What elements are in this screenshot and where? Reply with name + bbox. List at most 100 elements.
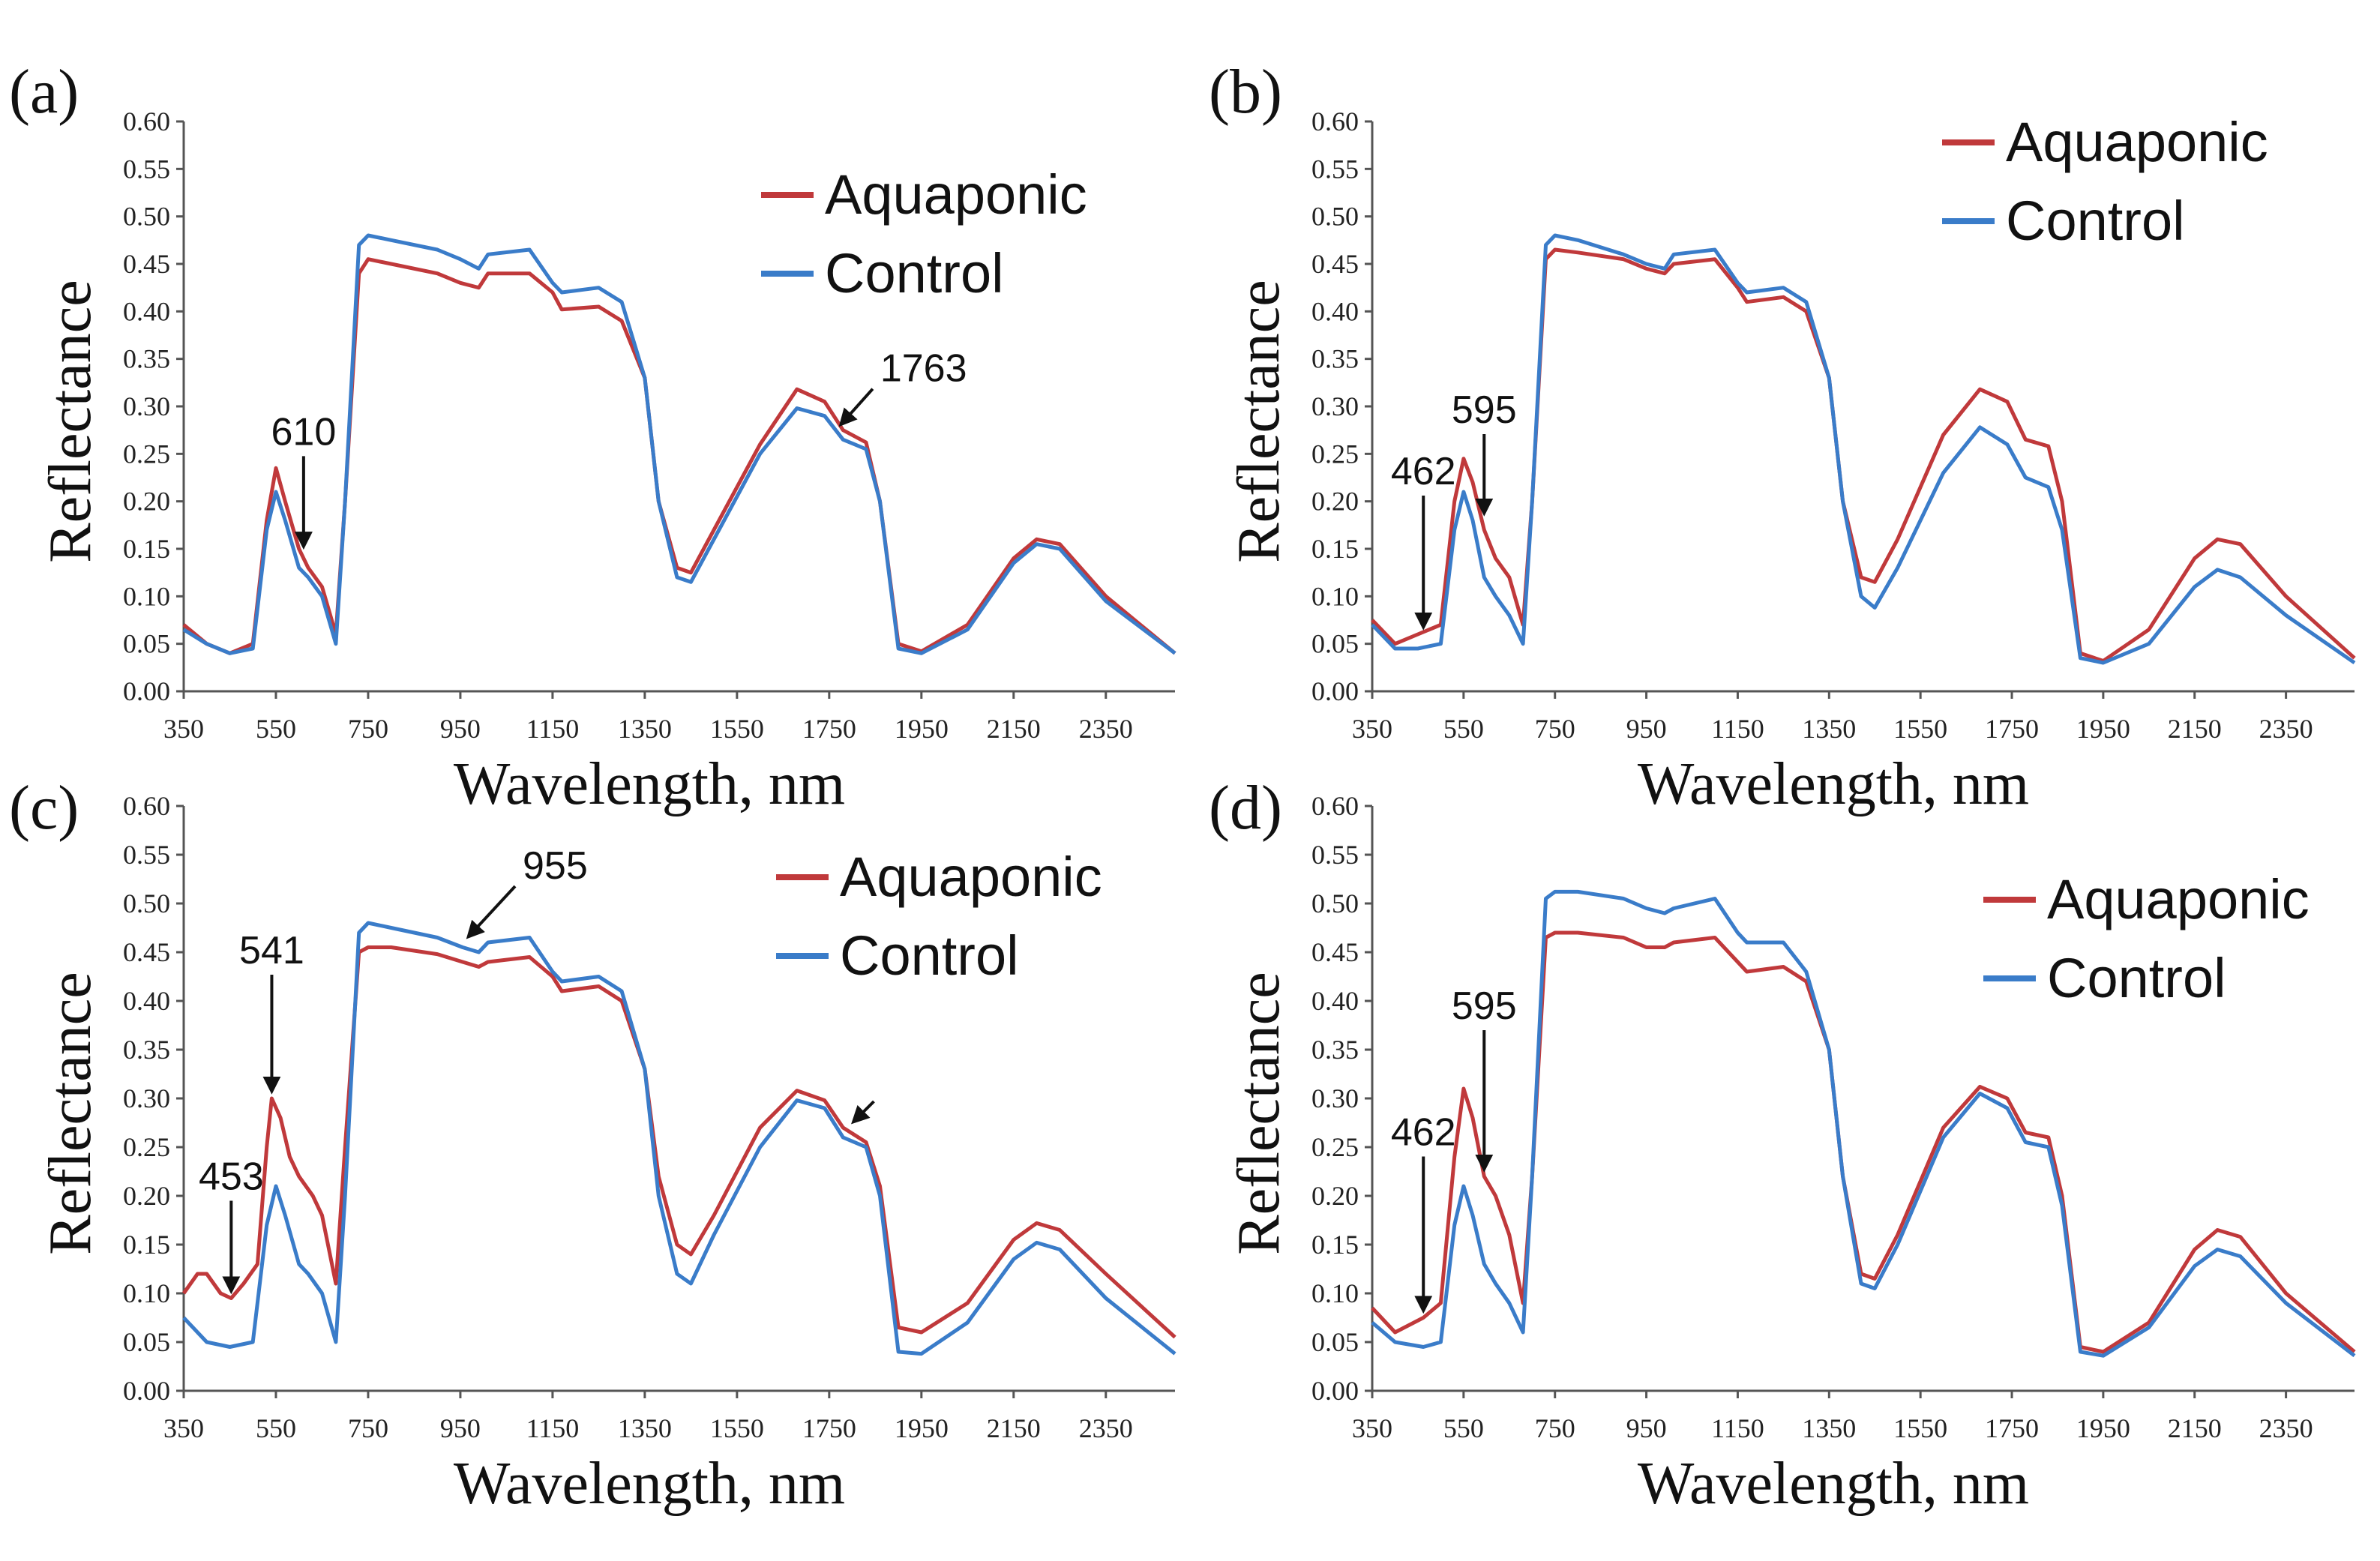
y-tick-label: 0.50 xyxy=(1311,202,1359,232)
annotation-arrow xyxy=(466,885,517,939)
y-tick-label: 0.60 xyxy=(123,106,170,136)
annotation-label: 462 xyxy=(1391,450,1456,493)
x-tick-label: 950 xyxy=(440,1413,481,1443)
chart-panel: (b) 0.00 0.05 0.10 0.15 0.20 0.25 0.30 0.35 0.40 0… xyxy=(1209,57,2356,817)
x-tick-label: 750 xyxy=(348,1413,388,1443)
legend-label: Aquaponic xyxy=(840,846,1102,908)
annotation-label: 541 xyxy=(239,929,304,972)
annotation-arrow xyxy=(851,1100,875,1125)
y-tick-label: 0.35 xyxy=(123,344,170,374)
y-tick-label: 0.20 xyxy=(1311,487,1359,517)
panel-label: (d) xyxy=(1209,773,1282,843)
y-axis-title: Reflectance xyxy=(1226,280,1292,563)
y-tick-label: 0.05 xyxy=(1311,1327,1359,1357)
annotation-label: 610 xyxy=(271,410,336,454)
series-line-control xyxy=(182,921,1177,1356)
y-tick-label: 0.50 xyxy=(123,888,170,918)
x-tick-label: 1150 xyxy=(526,1413,580,1443)
y-tick-label: 0.05 xyxy=(1311,629,1359,659)
series-line-control xyxy=(182,233,1177,655)
chart-panel: (a) 0.00 0.05 0.10 0.15 0.20 0.25 0.30 0.35 0.40 0… xyxy=(9,57,1177,817)
y-tick-label: 0.15 xyxy=(1311,1230,1359,1260)
x-tick-label: 550 xyxy=(256,1413,296,1443)
x-tick-label: 1350 xyxy=(1802,714,1856,744)
annotation-label: 595 xyxy=(1452,984,1517,1028)
y-tick-label: 0.55 xyxy=(123,840,170,870)
x-tick-label: 1350 xyxy=(618,714,672,744)
y-tick-label: 0.15 xyxy=(1311,534,1359,564)
y-tick-label: 0.35 xyxy=(1311,1035,1359,1065)
y-tick-label: 0.05 xyxy=(123,1327,170,1357)
y-tick-label: 0.25 xyxy=(1311,439,1359,469)
legend-label: Aquaponic xyxy=(2006,111,2268,173)
y-tick-label: 0.00 xyxy=(123,676,170,706)
annotation-label: 595 xyxy=(1452,388,1517,432)
x-tick-label: 2150 xyxy=(987,714,1041,744)
x-tick-label: 2150 xyxy=(2168,714,2222,744)
annotation-label: 1763 xyxy=(880,347,967,391)
x-tick-label: 1950 xyxy=(2076,1413,2130,1443)
x-tick-label: 2350 xyxy=(1079,714,1133,744)
x-tick-label: 950 xyxy=(440,714,481,744)
panel-label: (a) xyxy=(9,57,79,127)
x-tick-label: 2150 xyxy=(987,1413,1041,1443)
y-tick-label: 0.05 xyxy=(123,629,170,659)
y-tick-label: 0.25 xyxy=(123,1132,170,1162)
y-tick-label: 0.00 xyxy=(1311,1376,1359,1406)
y-tick-label: 0.40 xyxy=(123,296,170,326)
x-tick-label: 1950 xyxy=(895,714,949,744)
y-tick-label: 0.10 xyxy=(123,1278,170,1308)
x-tick-label: 2350 xyxy=(1079,1413,1133,1443)
legend-label: Aquaponic xyxy=(2047,868,2310,930)
x-tick-label: 2350 xyxy=(2259,714,2313,744)
y-tick-label: 0.30 xyxy=(1311,391,1359,421)
legend-label: Control xyxy=(825,242,1004,304)
legend-label: Control xyxy=(840,924,1019,987)
y-tick-label: 0.10 xyxy=(123,581,170,611)
annotation-label: 462 xyxy=(1391,1111,1456,1155)
y-tick-label: 0.10 xyxy=(1311,581,1359,611)
y-tick-label: 0.20 xyxy=(1311,1181,1359,1211)
y-tick-label: 0.20 xyxy=(123,487,170,517)
y-tick-label: 0.25 xyxy=(123,439,170,469)
x-tick-label: 350 xyxy=(1352,714,1392,744)
y-axis-title: Reflectance xyxy=(37,280,103,563)
y-tick-label: 0.15 xyxy=(123,1230,170,1260)
y-tick-label: 0.40 xyxy=(1311,296,1359,326)
x-tick-label: 550 xyxy=(1443,1413,1484,1443)
y-tick-label: 0.40 xyxy=(123,986,170,1016)
series-line-aquaponic xyxy=(181,945,1177,1339)
x-tick-label: 350 xyxy=(1352,1413,1392,1443)
x-tick-label: 550 xyxy=(256,714,296,744)
y-tick-label: 0.20 xyxy=(123,1181,170,1211)
x-tick-label: 950 xyxy=(1626,714,1667,744)
y-tick-label: 0.55 xyxy=(123,154,170,184)
x-tick-label: 1950 xyxy=(2076,714,2130,744)
x-axis-title: Wavelength, nm xyxy=(1638,1451,2029,1517)
x-axis-title: Wavelength, nm xyxy=(1638,751,2029,817)
y-tick-label: 0.40 xyxy=(1311,986,1359,1016)
x-tick-label: 1150 xyxy=(526,714,580,744)
y-tick-label: 0.30 xyxy=(123,391,170,421)
chart-panel: (d) 0.00 0.05 0.10 0.15 0.20 0.25 0.30 0.35 0.40 0… xyxy=(1209,773,2356,1517)
x-tick-label: 550 xyxy=(1443,714,1484,744)
y-tick-label: 0.55 xyxy=(1311,840,1359,870)
y-tick-label: 0.30 xyxy=(1311,1083,1359,1113)
x-tick-label: 750 xyxy=(1535,714,1575,744)
x-tick-label: 1350 xyxy=(1802,1413,1856,1443)
y-tick-label: 0.45 xyxy=(123,249,170,279)
y-axis-title: Reflectance xyxy=(37,972,103,1255)
y-tick-label: 0.45 xyxy=(1311,937,1359,967)
x-tick-label: 1350 xyxy=(618,1413,672,1443)
y-tick-label: 0.45 xyxy=(1311,249,1359,279)
y-tick-label: 0.50 xyxy=(123,202,170,232)
legend-label: Control xyxy=(2047,947,2226,1009)
legend-label: Control xyxy=(2006,190,2185,252)
x-tick-label: 350 xyxy=(163,714,204,744)
chart-panel: (c) 0.00 0.05 0.10 0.15 0.20 0.25 0.30 0.35 0.40 0… xyxy=(9,773,1177,1517)
legend-label: Aquaponic xyxy=(825,163,1087,226)
annotation-label: 453 xyxy=(199,1155,264,1199)
x-tick-label: 2150 xyxy=(2168,1413,2222,1443)
x-tick-label: 1150 xyxy=(1711,1413,1764,1443)
